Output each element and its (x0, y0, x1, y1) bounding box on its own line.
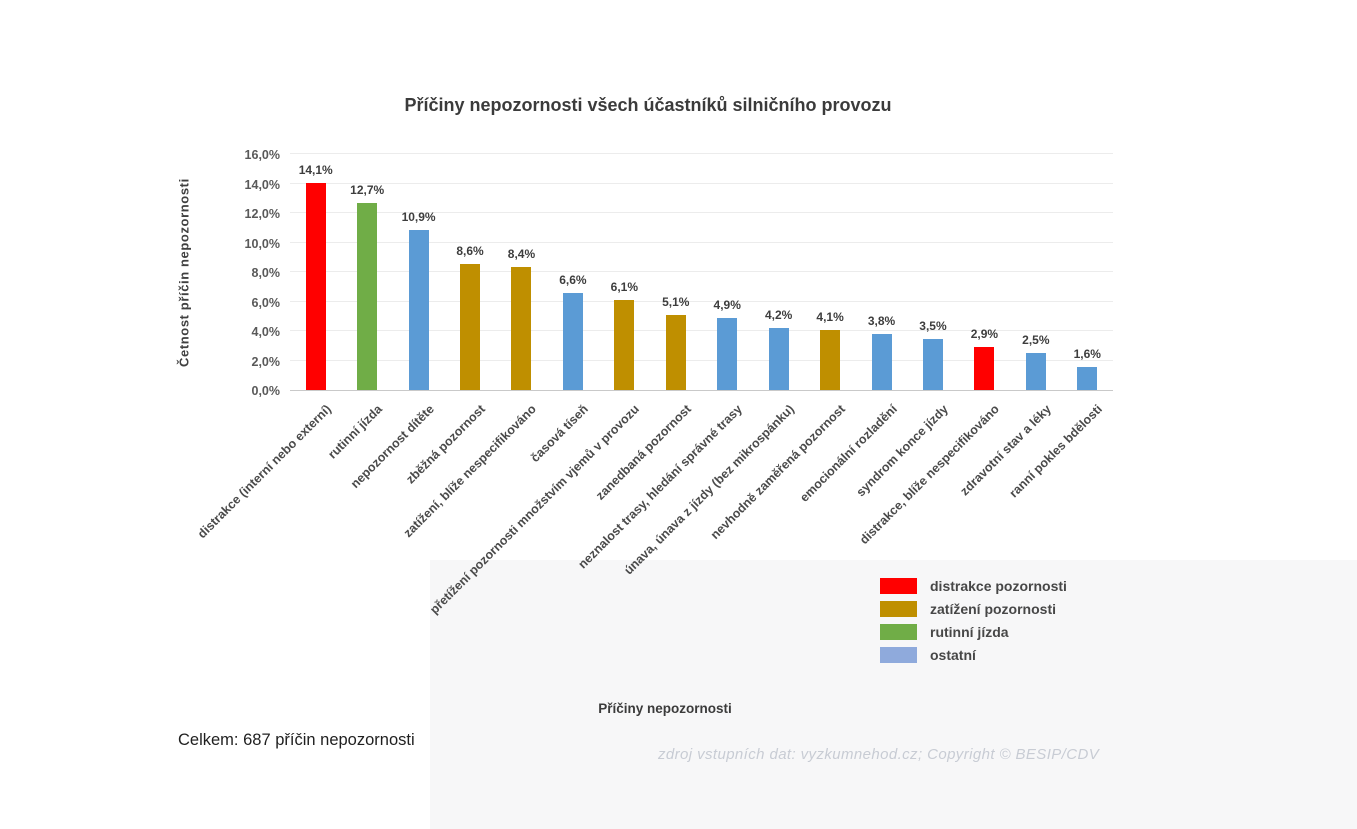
y-tick-label: 0,0% (251, 384, 281, 398)
legend: distrakce pozornosti zatížení pozornosti r… (880, 578, 1067, 670)
legend-swatch (880, 601, 917, 617)
bar-column: 6,1% (599, 155, 650, 390)
bar-column: 4,1% (804, 155, 855, 390)
bar-column: 3,5% (907, 155, 958, 390)
y-tick-label: 10,0% (244, 236, 280, 251)
gridline (290, 271, 1113, 272)
x-axis-title: Příčiny nepozornosti (598, 701, 732, 716)
x-category-label: rutinní jízda (325, 402, 386, 462)
bar-value-label: 2,5% (1022, 333, 1050, 348)
bar-value-label: 1,6% (1073, 346, 1101, 361)
y-axis-ticks: 0,0% 2,0% 4,0% 6,0% 8,0% 10,0% 12,0% 14,0% 16,0% (195, 148, 281, 398)
bar-value-label: 4,2% (764, 308, 793, 323)
gridline (290, 300, 1113, 302)
gridline (290, 241, 1113, 243)
gridline (290, 182, 1113, 184)
bar-column: 6,6% (547, 155, 598, 390)
bar-value-label: 10,9% (401, 209, 436, 224)
bar-value-label: 4,1% (816, 309, 844, 324)
plot-area: 14,1% 12,7% 10,9% 8,6% 8,4% 6,6% 6,1% 5,1% 4,9% 4… (290, 153, 1113, 391)
bar-column: 12,7% (341, 155, 392, 390)
bar (1077, 366, 1098, 390)
legend-swatch (880, 624, 917, 640)
bar-column: 1,6% (1062, 155, 1113, 390)
x-category-label: nepozornost dítěte (347, 402, 437, 491)
y-tick-label: 4,0% (251, 325, 281, 339)
bar (408, 229, 429, 390)
bar-column: 14,1% (290, 155, 341, 390)
bar-value-label: 3,8% (867, 314, 896, 329)
bar (511, 266, 532, 390)
gridline (290, 153, 1113, 154)
bar-value-label: 14,1% (298, 162, 333, 177)
bar-column: 5,1% (650, 155, 701, 390)
y-tick-label: 14,0% (244, 177, 280, 192)
legend-label: zatížení pozornosti (930, 601, 1056, 617)
bar (974, 347, 995, 390)
gridline (290, 359, 1113, 361)
bar-column: 2,9% (959, 155, 1010, 390)
bar (614, 300, 635, 390)
bar (820, 329, 841, 390)
x-category-label: distrakce (interní nebo externí) (194, 402, 334, 542)
y-tick-label: 6,0% (251, 295, 281, 310)
legend-swatch (880, 647, 917, 663)
y-tick-label: 2,0% (251, 354, 281, 369)
bar-series: 14,1% 12,7% 10,9% 8,6% 8,4% 6,6% 6,1% 5,1% 4,9% 4… (290, 155, 1113, 390)
bar-value-label: 4,9% (713, 298, 741, 313)
legend-label: rutinní jízda (930, 624, 1009, 640)
gridline (290, 212, 1113, 213)
bar-value-label: 12,7% (350, 183, 385, 198)
bar (1025, 353, 1046, 390)
total-note: Celkem: 687 příčin nepozornosti (178, 731, 415, 749)
source-note: zdroj vstupních dat: vyzkumnehod.cz; Cop… (658, 746, 1100, 763)
legend-label: ostatní (930, 647, 976, 663)
legend-item: zatížení pozornosti (880, 601, 1067, 617)
bar-column: 8,6% (444, 155, 495, 390)
bar (460, 263, 481, 390)
legend-swatch (880, 578, 917, 594)
y-tick-label: 12,0% (244, 207, 280, 221)
bar-value-label: 6,1% (610, 280, 639, 295)
gridline (290, 330, 1113, 331)
bar-column: 2,5% (1010, 155, 1061, 390)
legend-item: ostatní (880, 647, 1067, 663)
legend-item: distrakce pozornosti (880, 578, 1067, 594)
bar (717, 318, 738, 390)
bar-value-label: 8,4% (507, 246, 536, 261)
bar-column: 8,4% (496, 155, 547, 390)
bar-value-label: 6,6% (559, 273, 587, 288)
y-tick-label: 16,0% (244, 148, 280, 162)
chart-title: Příčiny nepozornosti všech účastníků sil… (404, 95, 892, 115)
bar-value-label: 8,6% (456, 243, 484, 258)
bar-value-label: 3,5% (919, 318, 947, 333)
bar (871, 334, 892, 390)
bar (357, 203, 378, 390)
y-axis-label: Četnost příčin nepozornosti (176, 178, 192, 368)
bar-column: 3,8% (856, 155, 907, 390)
y-tick-label: 8,0% (251, 266, 281, 280)
bar-value-label: 5,1% (662, 295, 690, 310)
legend-item: rutinní jízda (880, 624, 1067, 640)
bar-column: 4,9% (702, 155, 753, 390)
bar (305, 182, 326, 390)
bar-column: 10,9% (393, 155, 444, 390)
bar-column: 4,2% (753, 155, 804, 390)
bar (922, 338, 943, 390)
bar (562, 293, 583, 390)
bar (665, 315, 686, 390)
legend-label: distrakce pozornosti (930, 578, 1067, 594)
bar-value-label: 2,9% (970, 327, 999, 342)
bar (768, 328, 789, 390)
